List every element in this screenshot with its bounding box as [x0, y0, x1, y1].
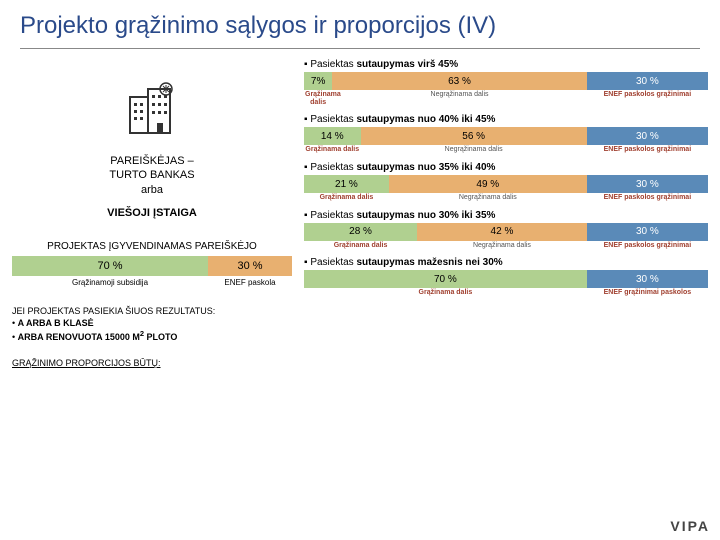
- scenario-bar: 21 %49 %30 %: [304, 175, 708, 193]
- project-split-bar: 70 % 30 %: [12, 256, 292, 276]
- bar-segment-blue: 30 %: [587, 72, 708, 90]
- conditions-block: JEI PROJEKTAS PASIEKIA ŠIUOS REZULTATUS:…: [12, 305, 292, 370]
- scenario-title: Pasiektas sutaupymas mažesnis nei 30%: [304, 257, 708, 268]
- bar-segment-blue: 30 %: [587, 270, 708, 288]
- bar-segment-orange: 63 %: [332, 72, 587, 90]
- scenario-label-row: Grąžinama dalisNegrąžinama dalisENEF pas…: [304, 91, 708, 106]
- bar-segment-orange: 42 %: [417, 223, 587, 241]
- condition-2: • ARBA RENOVUOTA 15000 M2 PLOTO: [12, 329, 292, 343]
- bar-segment-orange: 56 %: [361, 127, 587, 145]
- label-enef: ENEF grąžinimai paskolos: [587, 289, 708, 297]
- label-not-returned: Negrąžinama dalis: [361, 146, 587, 154]
- label-not-returned: Negrąžinama dalis: [389, 194, 587, 202]
- proportions-heading: GRĄŽINIMO PROPORCIJOS BŪTŲ:: [12, 357, 292, 369]
- bar-segment-blue: 30 %: [587, 223, 708, 241]
- scenario-label-row: Grąžinama dalisNegrąžinama dalisENEF pas…: [304, 194, 708, 202]
- scenario-title: Pasiektas sutaupymas nuo 30% iki 35%: [304, 210, 708, 221]
- building-icon: [122, 79, 182, 144]
- scenario-title: Pasiektas sutaupymas virš 45%: [304, 59, 708, 70]
- scenario-bar: 14 %56 %30 %: [304, 127, 708, 145]
- scenario-bar: 7%63 %30 %: [304, 72, 708, 90]
- label-enef: ENEF paskolos grąžinimai: [587, 146, 708, 154]
- conditions-heading: JEI PROJEKTAS PASIEKIA ŠIUOS REZULTATUS:: [12, 305, 292, 317]
- scenario-title: Pasiektas sutaupymas nuo 40% iki 45%: [304, 114, 708, 125]
- main-layout: PAREIŠKĖJAS – TURTO BANKAS arba VIEŠOJI …: [0, 49, 720, 369]
- scenario-title: Pasiektas sutaupymas nuo 35% iki 40%: [304, 162, 708, 173]
- building-icon-wrap: [12, 79, 292, 144]
- scenario-0: Pasiektas sutaupymas virš 45%7%63 %30 %G…: [304, 59, 708, 106]
- label-returned: Grąžinama dalis: [304, 194, 389, 202]
- loan-sublabel: ENEF paskola: [208, 278, 292, 287]
- bar-segment-green: 14 %: [304, 127, 361, 145]
- applicant-line3: arba: [12, 183, 292, 197]
- subsidy-segment: 70 %: [12, 256, 208, 276]
- scenario-bar: 28 %42 %30 %: [304, 223, 708, 241]
- bar-segment-green: 21 %: [304, 175, 389, 193]
- scenario-label-row: Grąžinama dalisENEF grąžinimai paskolos: [304, 289, 708, 297]
- bar-segment-blue: 30 %: [587, 127, 708, 145]
- applicant-line1: PAREIŠKĖJAS –: [12, 154, 292, 168]
- label-not-returned: Negrąžinama dalis: [417, 242, 587, 250]
- project-label: PROJEKTAS ĮGYVENDINAMAS PAREIŠKĖJO: [12, 241, 292, 252]
- label-enef: ENEF paskolos grąžinimai: [587, 242, 708, 250]
- split-sublabels: Grąžinamoji subsidija ENEF paskola: [12, 278, 292, 287]
- logo: VIPA: [670, 518, 710, 534]
- bar-segment-blue: 30 %: [587, 175, 708, 193]
- right-column: Pasiektas sutaupymas virš 45%7%63 %30 %G…: [304, 59, 708, 369]
- label-not-returned: Negrąžinama dalis: [332, 91, 587, 106]
- scenario-label-row: Grąžinama dalisNegrąžinama dalisENEF pas…: [304, 146, 708, 154]
- label-enef: ENEF paskolos grąžinimai: [587, 91, 708, 106]
- scenario-4: Pasiektas sutaupymas mažesnis nei 30% 70 …: [304, 257, 708, 297]
- institution-label: VIEŠOJI ĮSTAIGA: [12, 207, 292, 219]
- label-returned: Grąžinama dalis: [304, 289, 587, 297]
- scenario-3: Pasiektas sutaupymas nuo 30% iki 35% 28 %…: [304, 210, 708, 250]
- left-column: PAREIŠKĖJAS – TURTO BANKAS arba VIEŠOJI …: [12, 59, 292, 369]
- scenario-1: Pasiektas sutaupymas nuo 40% iki 45% 14 %…: [304, 114, 708, 154]
- bar-segment-green: 7%: [304, 72, 332, 90]
- page-title: Projekto grąžinimo sąlygos ir proporcijo…: [0, 0, 720, 44]
- bar-segment-green: 70 %: [304, 270, 587, 288]
- applicant-line2: TURTO BANKAS: [12, 168, 292, 182]
- label-returned: Grąžinama dalis: [304, 91, 332, 106]
- subsidy-sublabel: Grąžinamoji subsidija: [12, 278, 208, 287]
- label-enef: ENEF paskolos grąžinimai: [587, 194, 708, 202]
- bar-segment-orange: 49 %: [389, 175, 587, 193]
- condition-1: • A ARBA B KLASĖ: [12, 317, 292, 329]
- applicant-block: PAREIŠKĖJAS – TURTO BANKAS arba: [12, 154, 292, 197]
- loan-segment: 30 %: [208, 256, 292, 276]
- label-returned: Grąžinama dalis: [304, 146, 361, 154]
- scenario-bar: 70 %30 %: [304, 270, 708, 288]
- label-returned: Grąžinama dalis: [304, 242, 417, 250]
- bar-segment-green: 28 %: [304, 223, 417, 241]
- scenario-2: Pasiektas sutaupymas nuo 35% iki 40% 21 %…: [304, 162, 708, 202]
- scenario-label-row: Grąžinama dalisNegrąžinama dalisENEF pas…: [304, 242, 708, 250]
